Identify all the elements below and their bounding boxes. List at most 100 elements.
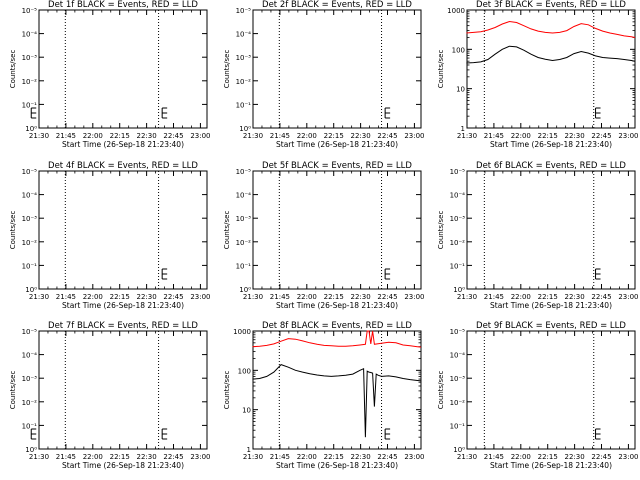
- plot-frame: [466, 330, 636, 450]
- panel-det-9: Det 9f BLACK = Events, RED = LLD Counts/s…: [437, 321, 639, 470]
- y-tick-label: 10⁻⁵: [450, 328, 466, 336]
- y-tick-label: 100: [238, 367, 251, 375]
- y-tick-label: 10: [456, 86, 465, 94]
- series-line-events-black: [252, 364, 422, 438]
- y-axis-label: Counts/sec: [223, 211, 231, 250]
- x-tick-label: 21:45: [56, 293, 76, 301]
- y-axis-label: Counts/sec: [437, 211, 445, 250]
- x-tick-label: 22:00: [511, 453, 531, 461]
- x-axis-label: Start Time (26-Sep-18 21:23:40): [490, 461, 612, 470]
- y-tick-label: 1000: [447, 7, 465, 15]
- y-tick-label: 10⁰: [25, 125, 37, 133]
- e-marker: [384, 428, 391, 440]
- y-tick-label: 10⁰: [239, 286, 251, 294]
- y-tick-label: 10⁻³: [450, 375, 466, 383]
- x-tick-label: 22:45: [591, 132, 611, 140]
- y-tick-label: 10⁻¹: [22, 101, 38, 109]
- y-tick-label: 1: [247, 446, 251, 454]
- x-tick-label: 21:45: [270, 293, 290, 301]
- x-tick-label: 22:30: [137, 132, 157, 140]
- y-axis-label: Counts/sec: [9, 211, 17, 250]
- x-tick-label: 21:30: [29, 132, 49, 140]
- e-marker: [30, 428, 37, 440]
- plot-frame: [38, 330, 208, 450]
- y-tick-label: 10⁻³: [236, 215, 252, 223]
- y-tick-label: 10⁻⁴: [22, 352, 38, 360]
- x-tick-label: 22:30: [137, 293, 157, 301]
- e-marker: [384, 107, 391, 119]
- y-tick-label: 10⁻⁵: [236, 7, 252, 15]
- x-tick-label: 22:00: [297, 132, 317, 140]
- y-tick-label: 10⁻¹: [450, 262, 466, 270]
- x-tick-label: 21:30: [243, 132, 263, 140]
- x-axis-label: Start Time (26-Sep-18 21:23:40): [276, 301, 398, 310]
- e-marker: [595, 428, 601, 440]
- y-tick-label: 10⁰: [25, 286, 37, 294]
- x-tick-label: 21:45: [484, 453, 504, 461]
- y-tick-label: 10⁻³: [22, 375, 38, 383]
- x-tick-label: 23:00: [618, 293, 638, 301]
- x-tick-label: 22:15: [538, 293, 558, 301]
- y-tick-label: 10⁻¹: [236, 101, 252, 109]
- panel-title: Det 3f BLACK = Events, RED = LLD: [476, 0, 626, 10]
- x-tick-label: 22:15: [110, 132, 130, 140]
- panel-title: Det 6f BLACK = Events, RED = LLD: [476, 161, 626, 171]
- panel-title: Det 5f BLACK = Events, RED = LLD: [262, 161, 412, 171]
- e-marker: [595, 268, 601, 280]
- x-tick-label: 22:45: [163, 453, 183, 461]
- x-tick-label: 22:00: [297, 453, 317, 461]
- x-tick-label: 22:30: [351, 132, 371, 140]
- x-tick-label: 21:30: [243, 453, 263, 461]
- x-tick-label: 21:45: [484, 132, 504, 140]
- e-marker: [161, 268, 168, 280]
- x-tick-label: 22:15: [324, 293, 344, 301]
- x-tick-label: 21:30: [243, 293, 263, 301]
- y-tick-label: 100: [452, 46, 465, 54]
- y-tick-label: 10⁻³: [450, 215, 466, 223]
- plot-frame: [252, 330, 422, 450]
- x-tick-label: 22:45: [377, 132, 397, 140]
- series-line-events-black: [466, 45, 636, 64]
- y-tick-label: 10⁻⁴: [450, 192, 466, 200]
- x-tick-label: 23:00: [618, 132, 638, 140]
- x-tick-label: 21:30: [457, 453, 477, 461]
- plot-frame: [252, 9, 422, 129]
- panel-det-3: Det 3f BLACK = Events, RED = LLD Counts/s…: [437, 0, 639, 149]
- y-tick-label: 1: [461, 125, 465, 133]
- x-tick-label: 21:30: [29, 293, 49, 301]
- y-tick-label: 10⁻²: [22, 78, 38, 86]
- y-tick-label: 10⁻⁵: [22, 7, 38, 15]
- y-tick-label: 10⁻⁴: [22, 192, 38, 200]
- plot-frame: [38, 170, 208, 290]
- x-axis-label: Start Time (26-Sep-18 21:23:40): [276, 140, 398, 149]
- y-tick-label: 10⁻²: [450, 239, 466, 247]
- e-marker: [161, 428, 168, 440]
- y-axis-label: Counts/sec: [223, 371, 231, 410]
- y-tick-label: 10⁻⁵: [22, 168, 38, 176]
- panel-det-1: Det 1f BLACK = Events, RED = LLD Counts/s…: [9, 0, 211, 149]
- y-tick-label: 10⁻¹: [22, 422, 38, 430]
- y-axis-label: Counts/sec: [223, 50, 231, 89]
- series-line-lld-red: [252, 330, 422, 348]
- plot-frame: [466, 9, 636, 129]
- x-tick-label: 22:45: [377, 453, 397, 461]
- x-axis-label: Start Time (26-Sep-18 21:23:40): [276, 461, 398, 470]
- x-tick-label: 23:00: [190, 453, 210, 461]
- x-tick-label: 21:45: [56, 132, 76, 140]
- x-tick-label: 22:15: [110, 453, 130, 461]
- panel-title: Det 1f BLACK = Events, RED = LLD: [48, 0, 198, 10]
- e-marker: [384, 268, 391, 280]
- x-tick-label: 21:45: [56, 453, 76, 461]
- x-tick-label: 22:30: [565, 132, 585, 140]
- y-tick-label: 10⁻²: [450, 399, 466, 407]
- x-tick-label: 23:00: [404, 293, 424, 301]
- x-tick-label: 22:00: [511, 293, 531, 301]
- y-tick-label: 10⁻³: [22, 54, 38, 62]
- x-tick-label: 22:30: [351, 293, 371, 301]
- x-tick-label: 22:30: [137, 453, 157, 461]
- x-tick-label: 22:00: [297, 293, 317, 301]
- panel-title: Det 9f BLACK = Events, RED = LLD: [476, 321, 626, 331]
- y-tick-label: 10⁻¹: [450, 422, 466, 430]
- y-tick-label: 10⁻⁵: [22, 328, 38, 336]
